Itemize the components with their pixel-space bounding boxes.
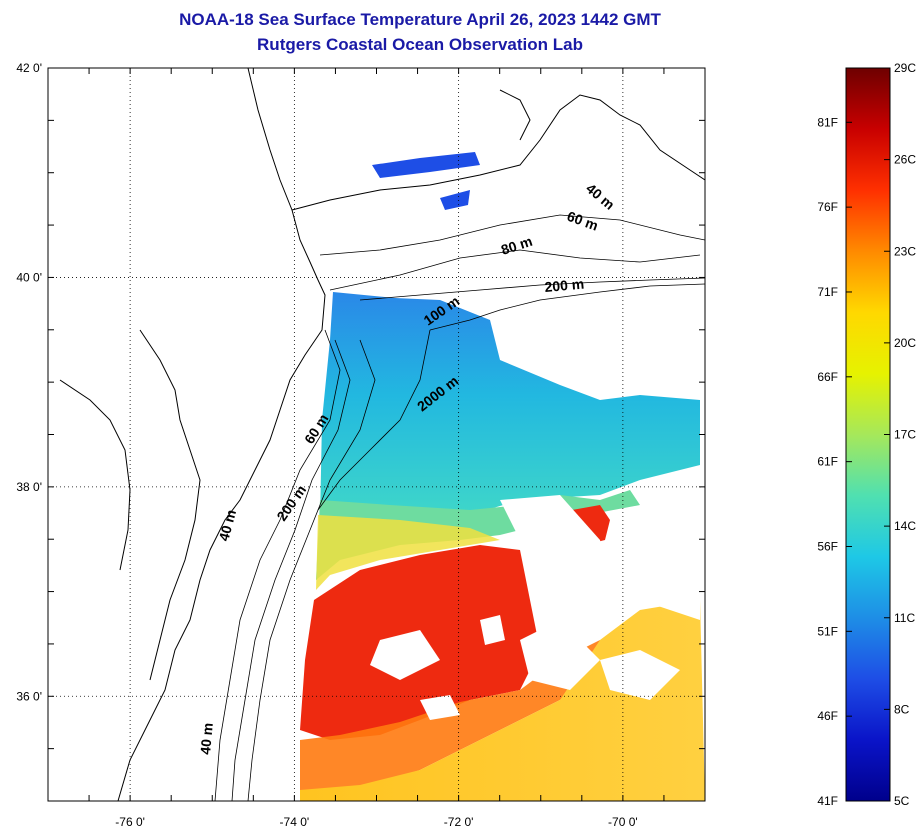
sound-blue-patch	[372, 152, 480, 178]
colorbar-c-label: 17C	[894, 428, 916, 442]
colorbar-f-label: 66F	[817, 370, 838, 384]
colorbar-c-label: 8C	[894, 702, 910, 716]
cloud-mask	[370, 495, 700, 720]
contour-label: 60 m	[565, 208, 600, 234]
bathymetry-contours	[214, 214, 705, 801]
lon-tick-label: -74 0'	[280, 815, 310, 829]
sound-blue-patch-2	[440, 190, 470, 210]
colorbar: 81F 76F 71F 66F 61F 56F 51F 46F 41F 29C 26C 23C 20C 1…	[817, 61, 916, 808]
sst-front-yellow	[316, 515, 500, 590]
lon-tick-label: -76 0'	[115, 815, 145, 829]
lon-tick-label: -70 0'	[608, 815, 638, 829]
colorbar-c-label: 23C	[894, 244, 916, 258]
sst-cool-water	[320, 292, 700, 522]
contour-label: 200 m	[544, 276, 585, 295]
colorbar-f-label: 46F	[817, 709, 838, 723]
lat-tick-label: 40 0'	[16, 270, 42, 284]
colorbar-labels: 81F 76F 71F 66F 61F 56F 51F 46F 41F 29C 26C 23C 20C 1…	[817, 61, 916, 808]
colorbar-c-label: 14C	[894, 519, 916, 533]
lat-tick-label: 36 0'	[16, 689, 42, 703]
colorbar-f-label: 56F	[817, 539, 838, 553]
colorbar-c-label: 5C	[894, 794, 910, 808]
colorbar-gradient	[845, 67, 891, 802]
colorbar-f-label: 41F	[817, 794, 838, 808]
figure-title: NOAA-18 Sea Surface Temperature April 26…	[179, 10, 661, 29]
sst-data-layer	[300, 152, 705, 801]
colorbar-c-label: 26C	[894, 153, 916, 167]
colorbar-f-label: 61F	[817, 455, 838, 469]
lon-tick-label: -72 0'	[444, 815, 474, 829]
colorbar-c-label: 20C	[894, 336, 916, 350]
lat-tick-label: 38 0'	[16, 480, 42, 494]
contour-label: 40 m	[583, 180, 618, 213]
map-axes: 42 0' 40 0' 38 0' 36 0' -76 0' -74 0' -72 0' -7…	[16, 61, 706, 829]
colorbar-f-label: 76F	[817, 200, 838, 214]
contour-label: 40 m	[197, 722, 216, 755]
figure-subtitle: Rutgers Coastal Ocean Observation Lab	[257, 35, 583, 54]
colorbar-c-label: 11C	[894, 611, 915, 625]
colorbar-f-label: 71F	[817, 285, 838, 299]
contour-label: 40 m	[215, 508, 239, 543]
coastline	[59, 68, 705, 801]
lat-tick-label: 42 0'	[16, 61, 42, 75]
colorbar-f-label: 51F	[817, 624, 838, 638]
contour-label: 80 m	[499, 233, 534, 258]
sst-yellow-water	[300, 600, 705, 801]
colorbar-c-label: 29C	[894, 61, 916, 75]
colorbar-f-label: 81F	[817, 115, 838, 129]
